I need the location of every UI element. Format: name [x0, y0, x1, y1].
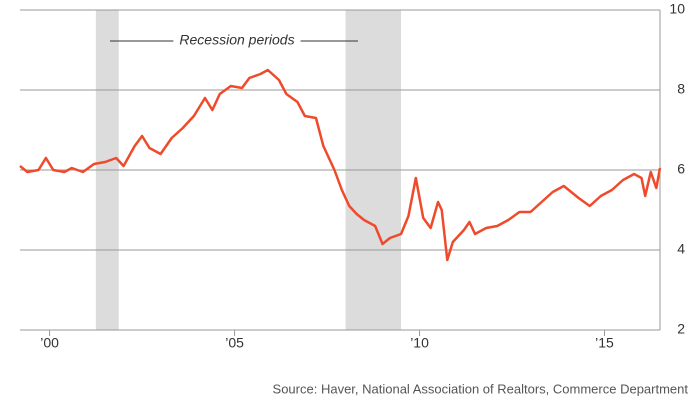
x-tick-label: ’10 [410, 335, 429, 351]
x-tick-label: ’00 [40, 335, 59, 351]
y-tick-label: 10 [669, 1, 685, 17]
y-tick-label: 8 [677, 81, 685, 97]
x-tick-label: ’15 [595, 335, 614, 351]
line-series [19, 68, 662, 262]
x-tick-label: ’05 [225, 335, 244, 351]
y-tick-label: 6 [677, 161, 685, 177]
annotation: Recession periods [179, 32, 294, 48]
y-tick-label: 2 [677, 321, 685, 337]
source: Source: Haver, National Association of R… [273, 381, 689, 396]
y-tick-label: 4 [677, 241, 685, 257]
